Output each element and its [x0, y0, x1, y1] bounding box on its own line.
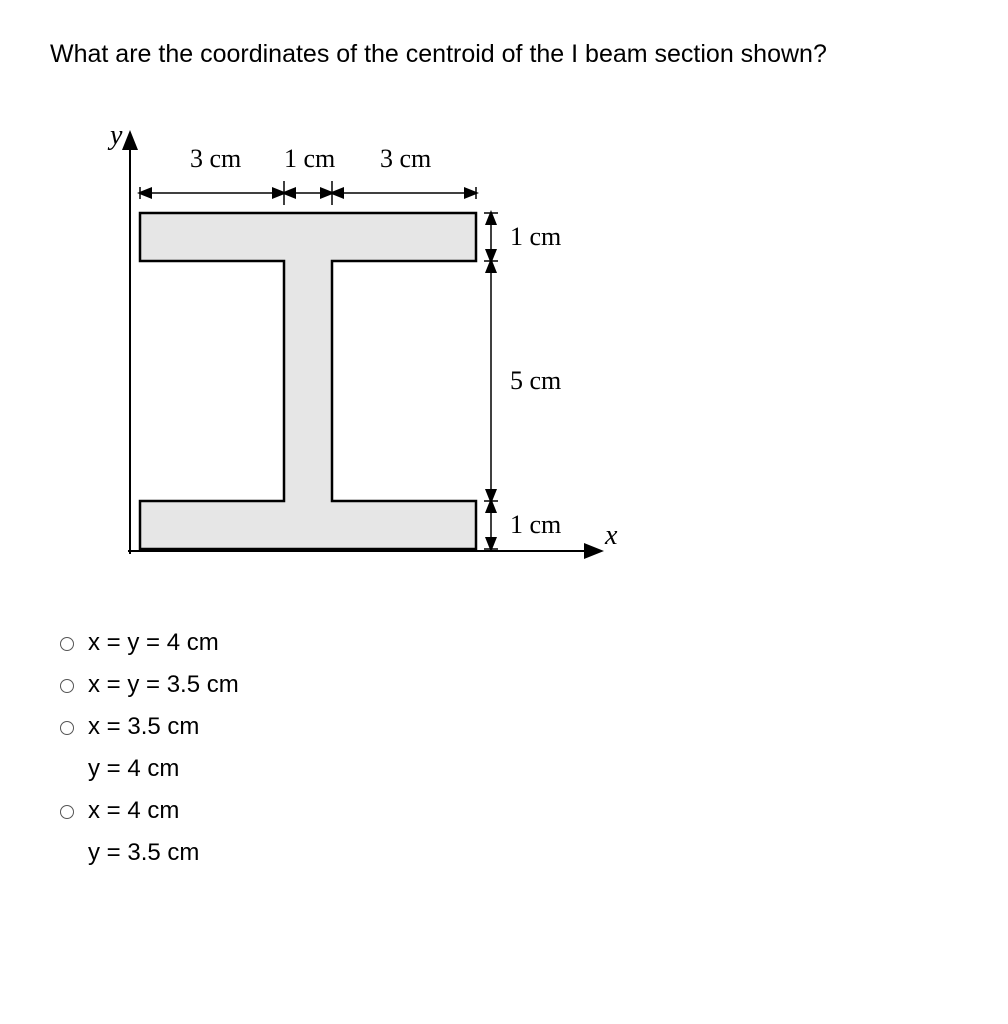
option-1[interactable]: x = y = 4 cm	[60, 629, 958, 657]
option-4-line-1: x = 4 cm	[88, 797, 199, 825]
i-beam-diagram: y x 3 cm 1 cm 3 cm 1 cm 5 cm 1 cm	[80, 109, 958, 589]
option-2-line-1: x = y = 3.5 cm	[88, 671, 239, 699]
option-3-line-2: y = 4 cm	[88, 755, 199, 783]
option-4-line-2: y = 3.5 cm	[88, 839, 199, 867]
question-text: What are the coordinates of the centroid…	[50, 40, 958, 69]
i-beam-shape	[140, 213, 476, 549]
dim-label-right-mid: 5 cm	[510, 366, 561, 395]
answer-options: x = y = 4 cm x = y = 3.5 cm x = 3.5 cm y…	[60, 629, 958, 867]
dim-label-right-top: 1 cm	[510, 222, 561, 251]
radio-icon	[60, 679, 74, 693]
dim-label-top-left: 3 cm	[190, 144, 241, 173]
option-4[interactable]: x = 4 cm y = 3.5 cm	[60, 797, 958, 867]
option-1-line-1: x = y = 4 cm	[88, 629, 219, 657]
x-axis-label: x	[604, 520, 618, 551]
dim-label-right-bottom: 1 cm	[510, 510, 561, 539]
dim-label-top-right: 3 cm	[380, 144, 431, 173]
radio-icon	[60, 721, 74, 735]
radio-icon	[60, 637, 74, 651]
option-2[interactable]: x = y = 3.5 cm	[60, 671, 958, 699]
dim-label-top-center: 1 cm	[284, 144, 335, 173]
option-3[interactable]: x = 3.5 cm y = 4 cm	[60, 713, 958, 783]
radio-icon	[60, 805, 74, 819]
option-3-line-1: x = 3.5 cm	[88, 713, 199, 741]
y-axis-label: y	[107, 120, 123, 151]
